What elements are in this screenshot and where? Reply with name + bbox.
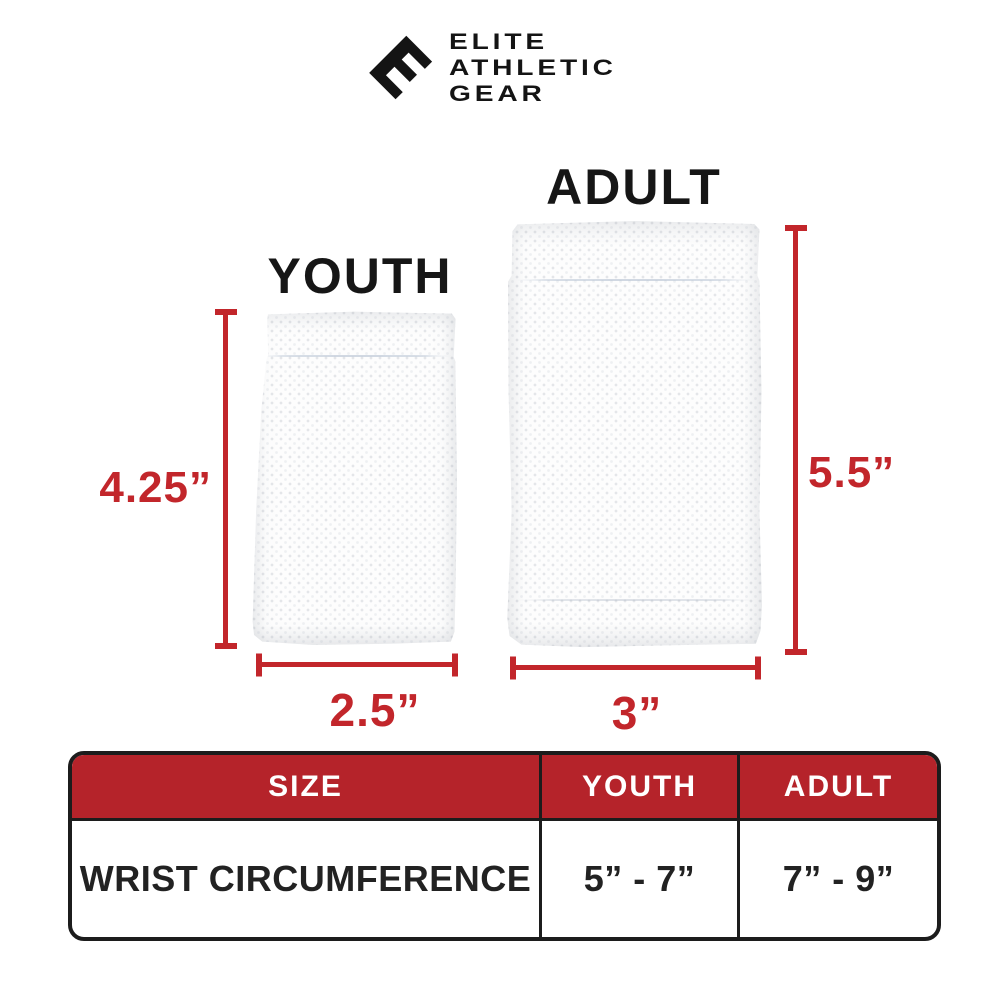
- brand-name-line-2: ATHLETIC: [449, 55, 617, 80]
- youth-width-label: 2.5”: [329, 684, 421, 736]
- rotated-e-icon: E: [352, 20, 448, 116]
- adult-height-label: 5.5”: [808, 448, 896, 497]
- youth-wristband-image: [252, 311, 457, 645]
- size-table-youth-value: 5” - 7”: [542, 821, 740, 937]
- youth-height-measure-line: [223, 312, 228, 646]
- adult-product-label: ADULT: [546, 159, 722, 215]
- brand-name-line-1: ELITE: [449, 29, 548, 54]
- size-table-header-youth: YOUTH: [542, 755, 740, 821]
- adult-hem-seam: [513, 599, 757, 601]
- adult-width-label: 3”: [611, 687, 663, 739]
- size-table-header-adult: ADULT: [740, 755, 937, 821]
- youth-cuff-seam: [258, 355, 453, 357]
- brand-name-line-3: GEAR: [449, 81, 546, 106]
- brand-name: ELITE ATHLETIC GEAR: [449, 29, 617, 107]
- youth-width-measure-line: [258, 662, 456, 667]
- adult-cuff-seam: [513, 279, 757, 281]
- size-table-row-label: WRIST CIRCUMFERENCE: [72, 821, 542, 937]
- adult-width-measure-line: [512, 665, 759, 670]
- size-table-adult-value: 7” - 9”: [782, 858, 895, 899]
- size-table-header-size: SIZE: [72, 755, 542, 821]
- size-table: SIZE YOUTH ADULT WRIST CIRCUMFERENCE 5” …: [68, 751, 941, 941]
- adult-wristband-image: [507, 221, 762, 648]
- youth-product-label: YOUTH: [267, 248, 453, 304]
- youth-height-label: 4.25”: [99, 463, 212, 512]
- brand-logo-icon: E: [352, 20, 448, 116]
- adult-height-measure-line: [793, 228, 798, 652]
